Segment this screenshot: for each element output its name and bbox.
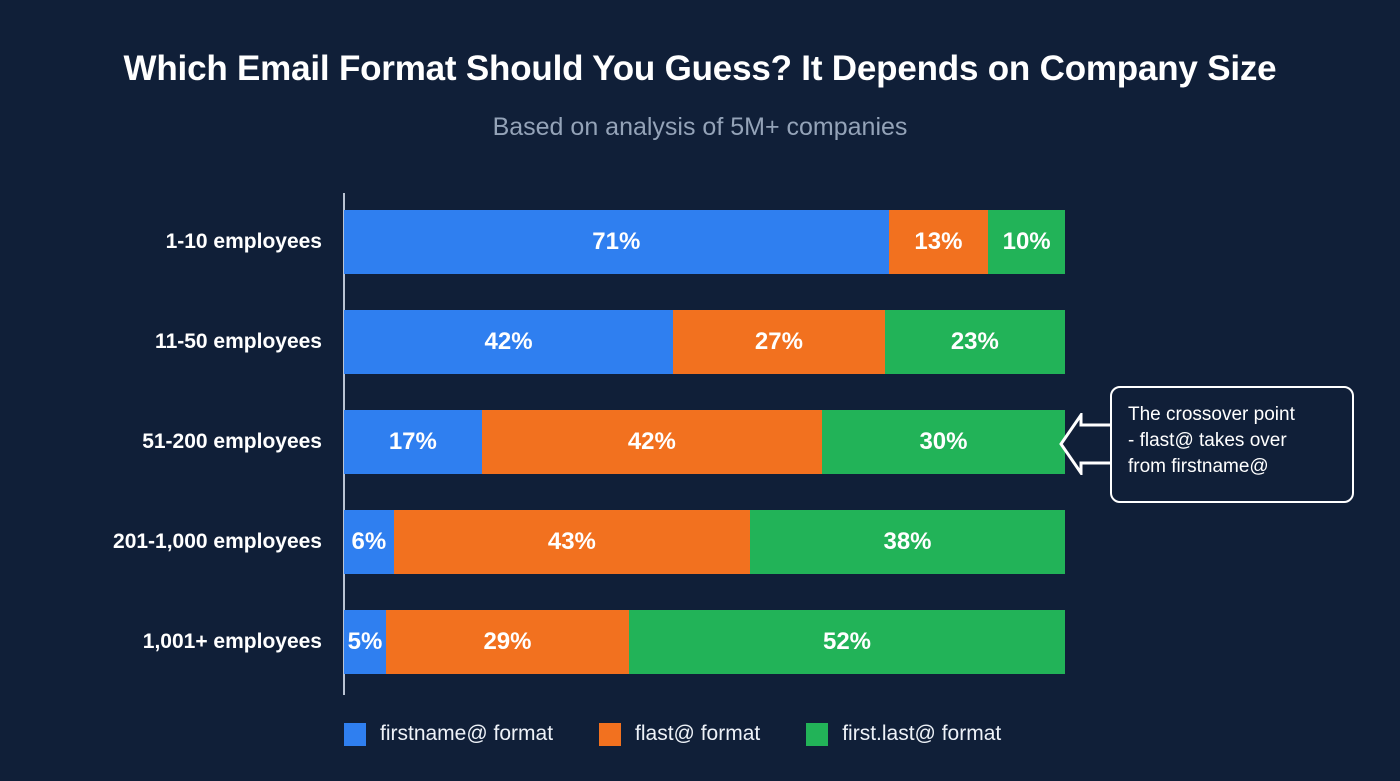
chart-title: Which Email Format Should You Guess? It …	[123, 49, 1277, 88]
bar-segment[interactable]: 17%	[344, 410, 482, 474]
bar-segment-value: 13%	[914, 228, 963, 255]
bar-segment-value: 17%	[388, 428, 437, 455]
stacked-bar[interactable]: 17% 42% 30%	[344, 410, 1065, 474]
bar-segment-value: 29%	[483, 628, 532, 655]
annotation-line-3: from firstname@	[1128, 456, 1269, 477]
bar-segment-value: 43%	[547, 528, 596, 555]
category-label: 201-1,000 employees	[113, 530, 322, 553]
annotation-arrow-icon	[1059, 413, 1117, 475]
bar-segment-value: 23%	[950, 328, 999, 355]
bar-segment[interactable]: 42%	[344, 310, 674, 374]
bar-segment[interactable]: 42%	[481, 410, 822, 474]
category-label: 11-50 employees	[155, 330, 322, 353]
legend-item[interactable]: flast@ format	[599, 722, 760, 746]
bar-segment[interactable]: 10%	[988, 210, 1065, 274]
bar-row: 51-200 employees 17% 42% 30%	[0, 410, 1400, 474]
category-label: 51-200 employees	[142, 430, 322, 453]
bar-segment[interactable]: 52%	[629, 610, 1065, 674]
bar-segment-value: 10%	[1002, 228, 1051, 255]
bar-row: 1,001+ employees 5% 29% 52%	[0, 610, 1400, 674]
bar-segment[interactable]: 23%	[884, 310, 1065, 374]
bar-segment[interactable]: 71%	[344, 210, 889, 274]
legend-label: flast@ format	[635, 722, 761, 745]
bar-segment[interactable]: 27%	[673, 310, 885, 374]
annotation-line-1: The crossover point	[1128, 404, 1295, 425]
bar-segment-value: 71%	[592, 228, 641, 255]
annotation-callout: The crossover point - flast@ takes over …	[1110, 386, 1354, 503]
bar-segment-value: 52%	[822, 628, 872, 655]
legend-item[interactable]: first.last@ format	[806, 722, 1001, 746]
legend-swatch-icon	[344, 722, 366, 746]
legend-item[interactable]: firstname@ format	[344, 722, 553, 746]
bar-segment[interactable]: 13%	[888, 210, 989, 274]
bar-segment-value: 30%	[919, 428, 968, 455]
stacked-bar[interactable]: 71% 13% 10%	[344, 210, 1065, 274]
bar-segment-value: 5%	[347, 628, 383, 655]
bar-segment-value: 42%	[627, 428, 676, 455]
bar-segment-value: 42%	[484, 328, 533, 355]
bar-segment[interactable]: 30%	[821, 410, 1065, 474]
bar-segment[interactable]: 6%	[344, 510, 394, 574]
annotation-text: The crossover point - flast@ takes over …	[1128, 402, 1340, 480]
chart-legend: firstname@ format flast@ format first.last…	[344, 718, 1047, 750]
bar-row: 11-50 employees 42% 27% 23%	[0, 310, 1400, 374]
bar-row: 1-10 employees 71% 13% 10%	[0, 210, 1400, 274]
bar-segment-value: 27%	[754, 328, 803, 355]
stacked-bar[interactable]: 42% 27% 23%	[344, 310, 1065, 374]
bar-segment[interactable]: 43%	[393, 510, 751, 574]
chart-subtitle: Based on analysis of 5M+ companies	[492, 113, 908, 141]
bar-segment[interactable]: 29%	[385, 610, 630, 674]
bar-segment-value: 6%	[351, 528, 387, 555]
bar-segment-value: 38%	[883, 528, 932, 555]
bar-segment[interactable]: 38%	[750, 510, 1065, 574]
bar-segment[interactable]: 5%	[344, 610, 386, 674]
annotation-line-2: - flast@ takes over	[1128, 430, 1287, 451]
legend-swatch-icon	[806, 722, 829, 746]
legend-swatch-icon	[599, 722, 622, 746]
stacked-bar[interactable]: 5% 29% 52%	[344, 610, 1065, 674]
legend-label: firstname@ format	[380, 722, 554, 745]
stacked-bar[interactable]: 6% 43% 38%	[344, 510, 1065, 574]
bar-row: 201-1,000 employees 6% 43% 38%	[0, 510, 1400, 574]
category-label: 1,001+ employees	[142, 630, 322, 653]
category-label: 1-10 employees	[165, 230, 322, 253]
legend-label: first.last@ format	[842, 722, 1002, 745]
